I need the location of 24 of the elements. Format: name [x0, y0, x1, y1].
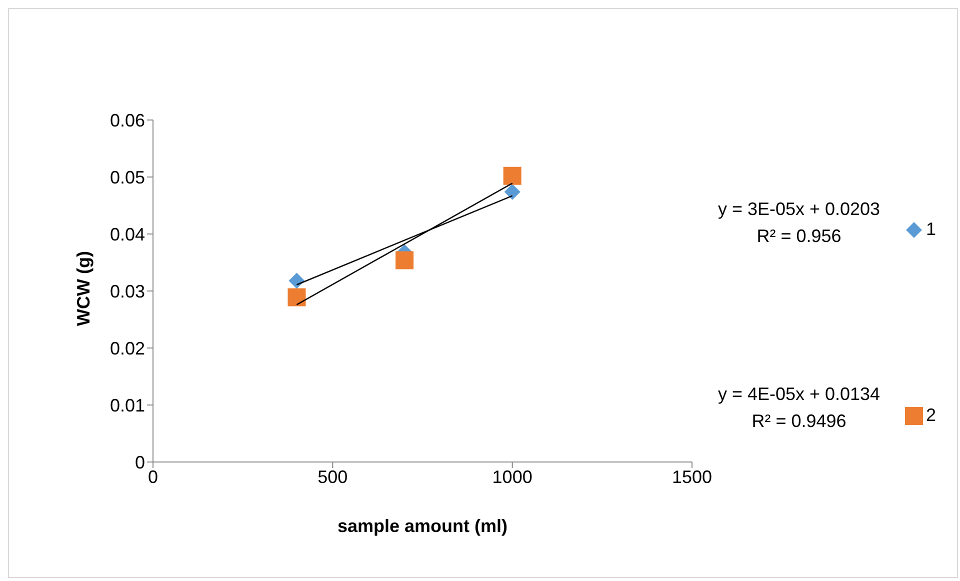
x-tick-label: 500	[318, 466, 348, 487]
point	[288, 272, 305, 289]
text: y = 3E-05x + 0.0203	[716, 199, 882, 220]
x-tick-label: 0	[148, 466, 158, 487]
legend-label: 2	[926, 405, 936, 426]
text: y = 4E-05x + 0.0134	[716, 384, 882, 405]
point	[503, 166, 522, 185]
text: R² = 0.956	[756, 226, 842, 246]
y-tick-label: 0.02	[110, 338, 145, 358]
x-tick-label: 1000	[492, 466, 532, 487]
y-tick-label: 0.04	[110, 224, 145, 244]
x-axis-title: sample amount (ml)	[337, 516, 508, 536]
y-tick-label: 0	[134, 452, 145, 472]
x-tick-label: 1500	[672, 466, 712, 487]
text: R² = 0.9496	[752, 411, 846, 431]
point	[288, 288, 306, 306]
point	[504, 184, 520, 200]
y-axis-title: WCW (g)	[73, 251, 94, 326]
legend-label: 1	[926, 219, 936, 240]
y-tick-label: 0.05	[110, 167, 145, 188]
point	[396, 251, 414, 270]
y-tick-label: 0.03	[110, 281, 145, 302]
y-tick-label: 0.01	[110, 395, 145, 416]
y-tick-label: 0.06	[110, 110, 145, 130]
